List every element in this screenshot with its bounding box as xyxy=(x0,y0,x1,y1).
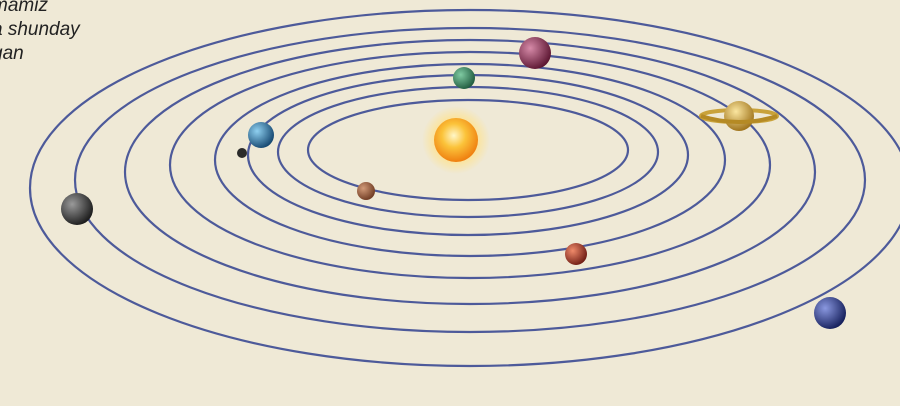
saturn-ring-front xyxy=(700,114,778,124)
orbit-1 xyxy=(306,98,630,202)
caption-line-3: gan xyxy=(0,43,24,64)
planet-mercury xyxy=(357,182,375,200)
moon xyxy=(237,148,247,158)
caption-text: mamiz a shunday gan xyxy=(0,0,152,66)
orbit-5 xyxy=(168,50,772,280)
orbits xyxy=(29,8,900,368)
planet-earth xyxy=(248,122,274,148)
planet-saturn xyxy=(699,101,779,131)
caption-line-1: mamiz xyxy=(0,0,48,16)
planet-neptune xyxy=(814,297,846,329)
caption-line-2: a shunday xyxy=(0,19,80,40)
sun-body xyxy=(434,118,478,162)
planet-venus xyxy=(453,67,475,89)
orbit-4 xyxy=(213,62,727,258)
planet-uranus xyxy=(61,193,93,225)
planet-mars xyxy=(565,243,587,265)
orbit-8 xyxy=(29,8,900,368)
sun xyxy=(422,106,490,174)
orbit-6 xyxy=(123,38,817,306)
planet-jupiter xyxy=(519,37,551,69)
orbit-7 xyxy=(73,26,867,334)
saturn-body xyxy=(724,101,754,131)
